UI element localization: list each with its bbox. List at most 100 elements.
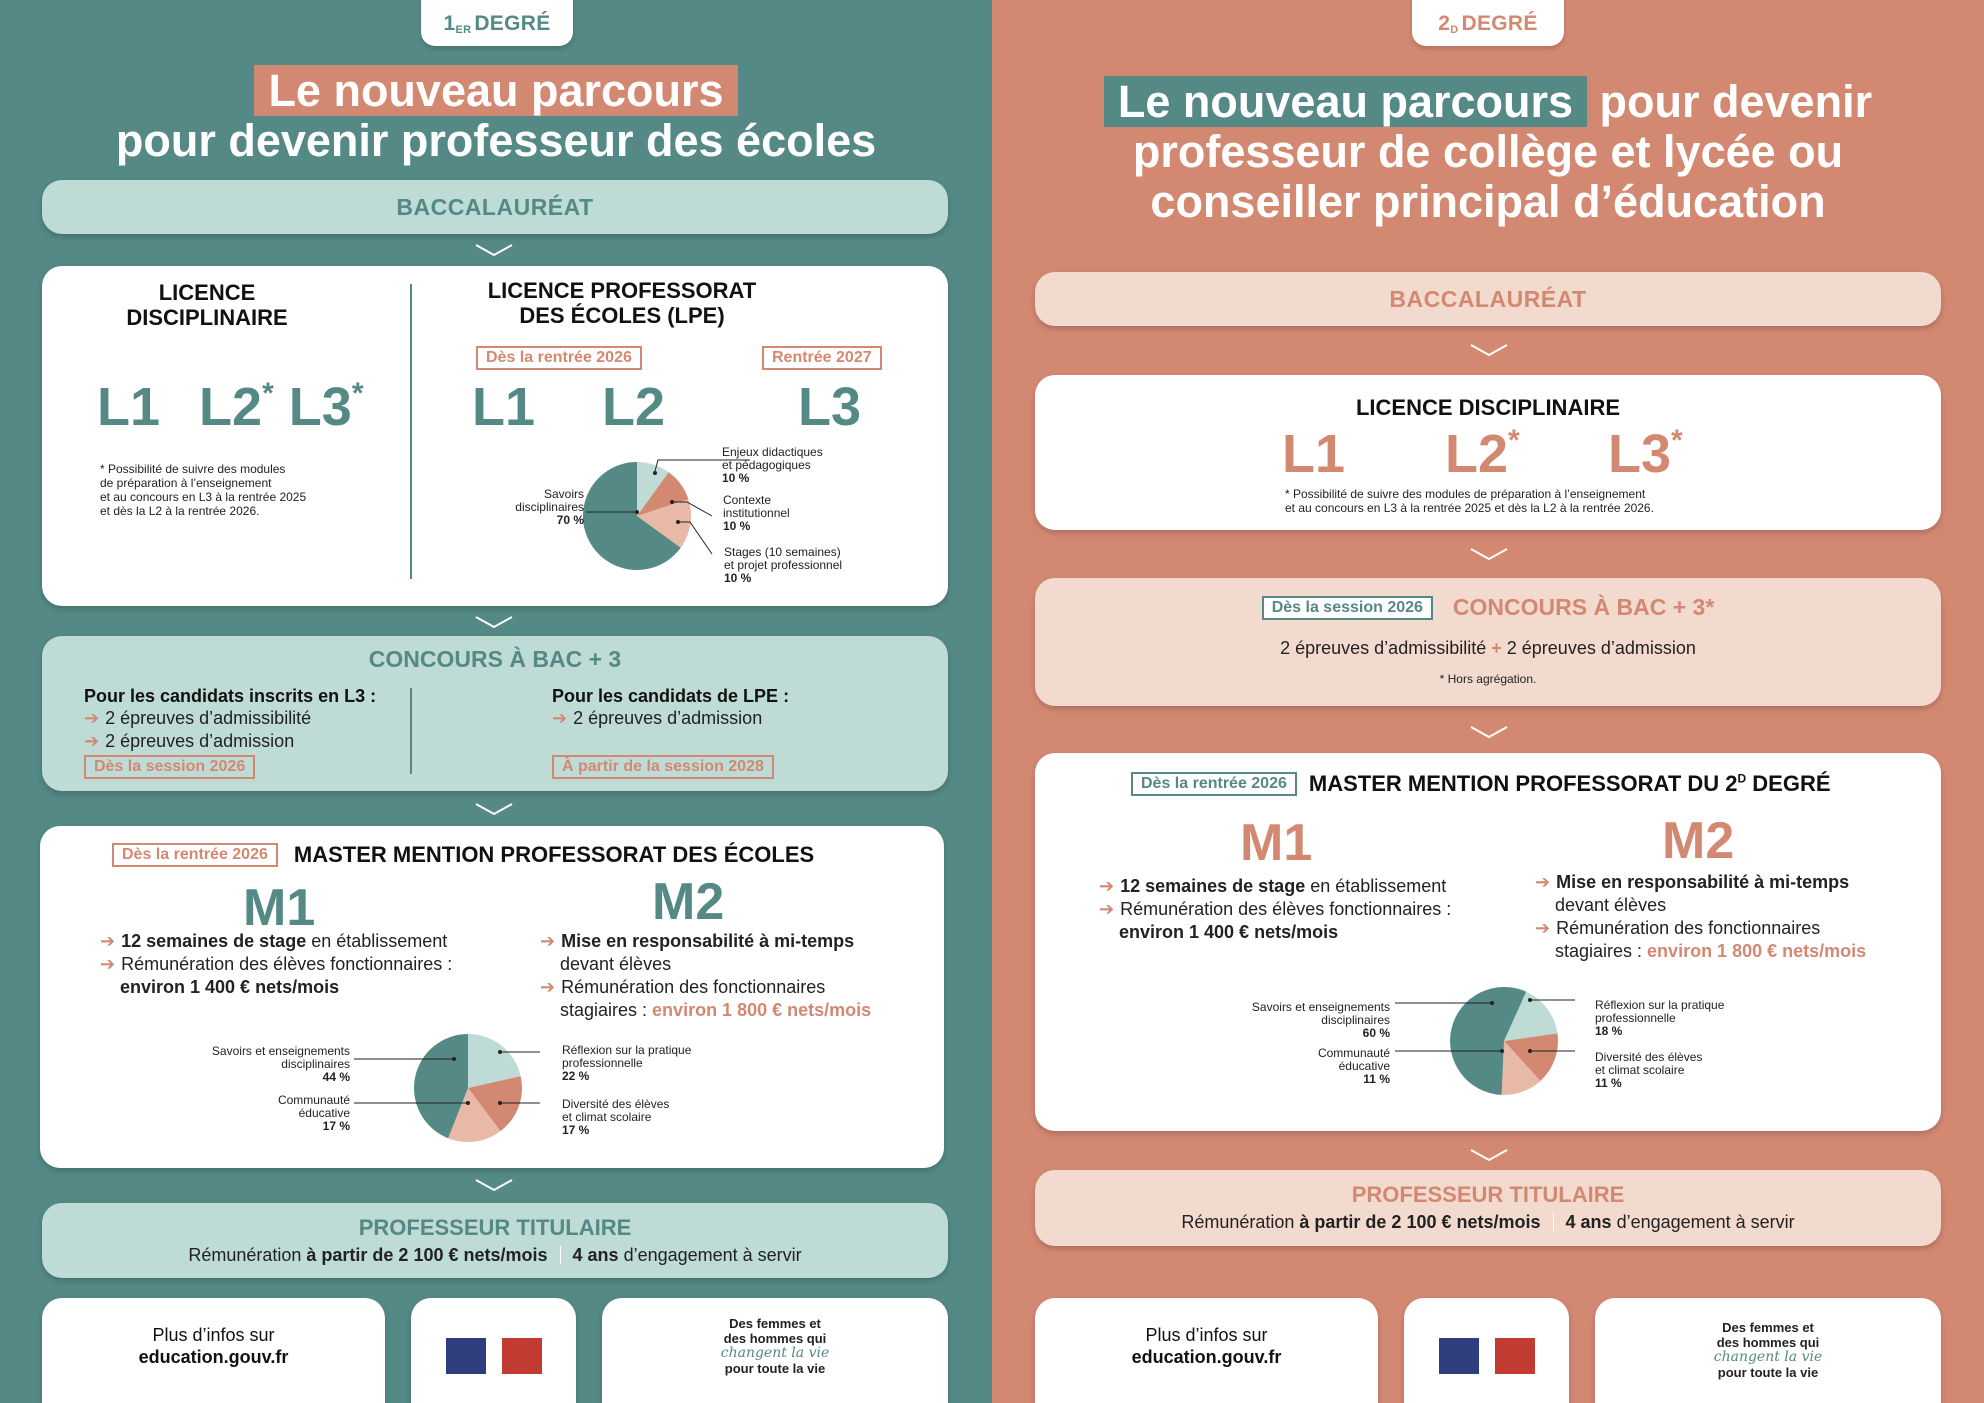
title-rest: pour devenir professeur des écoles <box>115 115 877 166</box>
heading-line: LICENCE <box>158 280 256 305</box>
divider <box>1552 1213 1554 1231</box>
titulaire-details: Rémunération à partir de 2 100 € nets/mo… <box>1035 1212 1941 1233</box>
title-highlight: Le nouveau parcours <box>1103 76 1588 127</box>
item-text: 2 épreuves d’admissibilité <box>105 708 312 728</box>
chevron-down-icon <box>474 1178 514 1192</box>
concours-title: CONCOURS À BAC + 3 <box>368 646 622 672</box>
years: 4 ans <box>1565 1212 1612 1232</box>
slogan: Des femmes et des hommes qui changent la… <box>1595 1320 1941 1380</box>
infos-card: Plus d’infos sur education.gouv.fr <box>1035 1298 1378 1403</box>
item-text: en établissement <box>1305 876 1447 896</box>
tab-sup: D <box>1450 24 1459 36</box>
epreuve-b: 2 épreuves d’admission <box>1506 638 1696 658</box>
slogan-line: Des femmes et <box>1722 1320 1814 1335</box>
chevron-down-icon <box>474 243 514 257</box>
heading-line: LICENCE PROFESSORAT <box>487 278 757 303</box>
slogan-line: pour toute la vie <box>724 1361 826 1376</box>
infos-link[interactable]: education.gouv.fr <box>1131 1347 1282 1367</box>
slogan-script: changent la vie <box>1713 1349 1823 1365</box>
baccalaureat-box: BACCALAURÉAT <box>1035 272 1941 326</box>
note-line: de préparation à l’enseignement <box>100 476 272 490</box>
master-header: Dès la rentrée 2026 MASTER MENTION PROFE… <box>112 842 814 868</box>
list-item: ➔ 2 épreuves d’admission <box>552 708 763 728</box>
level-l3: L3* <box>1608 423 1683 485</box>
text: d’engagement à servir <box>618 1245 802 1265</box>
item-bold: 12 semaines de stage <box>121 931 307 951</box>
master-label-reflexion: Réflexion sur la pratique professionnelle… <box>1595 998 1725 1038</box>
licence-disciplinaire-levels: L1 L2* L3* <box>97 376 364 438</box>
master-label-reflexion: Réflexion sur la pratique professionnelle… <box>562 1043 692 1083</box>
master-header: Dès la rentrée 2026 MASTER MENTION PROFE… <box>1131 771 1831 797</box>
badge-session-2028: À partir de la session 2028 <box>552 755 774 779</box>
item-text: en établissement <box>306 931 448 951</box>
text: d’engagement à servir <box>1611 1212 1795 1232</box>
item-text: Rémunération des fonctionnaires <box>1556 918 1821 938</box>
title-sup: D <box>1737 771 1747 786</box>
baccalaureat-label: BACCALAURÉAT <box>396 193 594 220</box>
titulaire-card: PROFESSEUR TITULAIRE Rémunération à part… <box>42 1203 948 1278</box>
tab-ordinal: 1 <box>443 12 456 35</box>
list-item: ➔ Rémunération des élèves fonctionnaires … <box>1099 899 1452 919</box>
list-item: ➔ 12 semaines de stage en établissement <box>1099 876 1447 896</box>
concours-col-l3: Pour les candidats inscrits en L3 : ➔ 2 é… <box>84 686 376 779</box>
title-text: DEGRÉ <box>1746 771 1831 796</box>
list-item: stagiaires : environ 1 800 € nets/mois <box>1535 940 1866 963</box>
level-l1: L1 <box>97 377 161 437</box>
licence-card: LICENCE DISCIPLINAIRE L1 L2* L3* * Possi… <box>1035 375 1941 530</box>
item-text: stagiaires : <box>560 1000 653 1020</box>
licence-card: LICENCE DISCIPLINAIRE L1 L2* L3* * Possi… <box>42 266 948 606</box>
titulaire-title: PROFESSEUR TITULAIRE <box>1351 1182 1625 1207</box>
salary-highlight: environ 1 800 € nets/mois <box>1647 941 1867 961</box>
list-item: ➔ Rémunération des élèves fonctionnaires … <box>100 954 453 974</box>
asterisk: * <box>262 377 274 410</box>
tab-label: DEGRÉ <box>1461 12 1538 35</box>
asterisk: * <box>1508 424 1520 457</box>
infos-card: Plus d’infos sur education.gouv.fr <box>42 1298 385 1403</box>
master-label-communaute: Communauté éducative 11 % <box>1317 1046 1390 1086</box>
list-item: ➔ Mise en responsabilité à mi-temps <box>1535 872 1850 892</box>
asterisk: * <box>351 377 364 410</box>
level-l3: L3 <box>288 377 352 437</box>
slogan-line: des hommes qui <box>723 1331 827 1346</box>
m2-details: ➔ Mise en responsabilité à mi-temps devan… <box>1535 871 1866 963</box>
slogan-card: Des femmes et des hommes qui changent la… <box>602 1298 948 1403</box>
lpe-level-l1: L1 <box>472 377 536 437</box>
titulaire-title: PROFESSEUR TITULAIRE <box>358 1215 632 1240</box>
master-pie-leaders <box>1395 998 1575 1053</box>
marianne-card <box>411 1298 576 1403</box>
master-label-diversite: Diversité des élèves et climat scolaire 17… <box>562 1097 670 1137</box>
tab-sup: ER <box>455 24 472 36</box>
level-text: L2 <box>1445 424 1509 484</box>
title-rest: pour devenir <box>1587 76 1873 127</box>
badge-rentree-2026: Dès la rentrée 2026 <box>112 843 278 867</box>
plus-sign: + <box>1491 638 1502 658</box>
badge-rentree-2027: Rentrée 2027 <box>762 346 882 370</box>
infos-link[interactable]: education.gouv.fr <box>138 1347 289 1367</box>
asterisk: * <box>1671 424 1683 457</box>
lpe-heading: LICENCE PROFESSORAT DES ÉCOLES (LPE) <box>462 278 782 328</box>
item-bold: 12 semaines de stage <box>1120 876 1306 896</box>
titulaire-card: PROFESSEUR TITULAIRE Rémunération à part… <box>1035 1170 1941 1246</box>
m1-details: ➔ 12 semaines de stage en établissement ➔… <box>1099 875 1451 944</box>
concours-header: Dès la session 2026 CONCOURS À BAC + 3* <box>1035 594 1941 621</box>
col-heading: Pour les candidats inscrits en L3 : <box>84 686 377 706</box>
item-text: 2 épreuves d’admission <box>573 708 763 728</box>
page-title: Le nouveau parcours pour devenir profess… <box>0 65 992 166</box>
chevron-down-icon <box>1469 547 1509 561</box>
lpe-label-enjeux: Enjeux didactiques et pédagogiques 10 % <box>722 445 823 485</box>
tab-label: DEGRÉ <box>474 12 551 35</box>
level-l2: L2 <box>199 377 263 437</box>
level-l2: L2* <box>1445 423 1520 485</box>
note-line: * Possibilité de suivre des modules <box>100 462 286 476</box>
heading-line: DES ÉCOLES (LPE) <box>519 303 725 328</box>
item-text: Rémunération des élèves fonctionnaires : <box>121 954 453 974</box>
chevron-down-icon <box>474 615 514 629</box>
note-line: * Possibilité de suivre des modules de p… <box>1285 487 1646 501</box>
lpe-level-l3: L3 <box>798 377 862 437</box>
page-title: Le nouveau parcours pour devenir profess… <box>992 76 1984 227</box>
lpe-pie-chart <box>582 462 692 570</box>
list-item: ➔ 2 épreuves d’admission <box>84 731 295 751</box>
slogan: Des femmes et des hommes qui changent la… <box>602 1316 948 1376</box>
master-card: Dès la rentrée 2026 MASTER MENTION PROFE… <box>40 826 944 1168</box>
m1-label: M1 <box>243 879 316 937</box>
